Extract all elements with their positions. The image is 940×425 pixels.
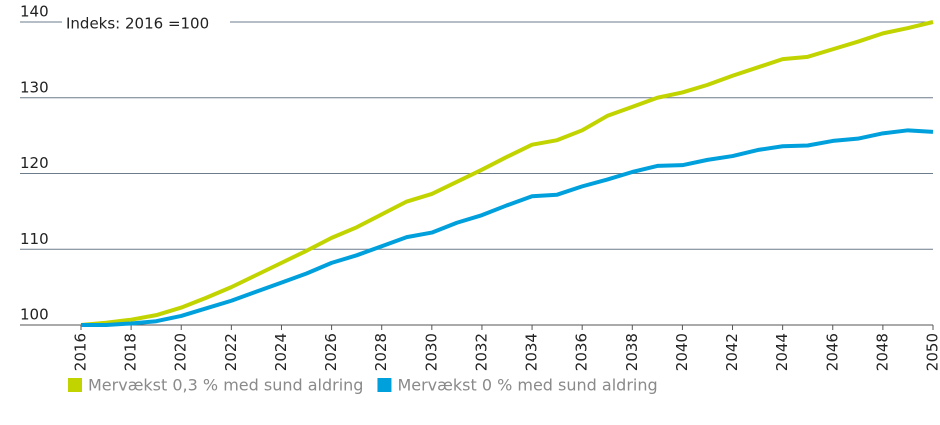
x-tick-label: 2018: [122, 333, 140, 371]
y-tick-label: 110: [20, 230, 49, 248]
x-tick-label: 2020: [172, 333, 190, 371]
x-tick-label: 2046: [823, 333, 841, 371]
x-tick-label: 2036: [573, 333, 591, 371]
legend-label: Mervækst 0 % med sund aldring: [397, 376, 657, 395]
x-tick-label: 2032: [472, 333, 490, 371]
x-tick-label: 2022: [222, 333, 240, 371]
y-tick-label: 120: [20, 154, 49, 172]
y-tick-label: 140: [20, 3, 49, 21]
x-tick-label: 2040: [673, 333, 691, 371]
legend-label: Mervækst 0,3 % med sund aldring: [88, 376, 363, 395]
x-tick-label: 2042: [723, 333, 741, 371]
x-tick-label: 2024: [272, 333, 290, 371]
x-tick-label: 2026: [322, 333, 340, 371]
legend-swatch: [68, 378, 82, 392]
x-tick-label: 2038: [623, 333, 641, 371]
annotation: Indeks: 2016 =100: [66, 15, 209, 33]
y-tick-label: 100: [20, 306, 49, 324]
x-tick-label: 2028: [372, 333, 390, 371]
x-tick-label: 2016: [72, 333, 90, 371]
x-tick-label: 2034: [523, 333, 541, 371]
legend-swatch: [377, 378, 391, 392]
x-tick-label: 2044: [773, 333, 791, 371]
x-tick-label: 2030: [422, 333, 440, 371]
x-tick-label: 2048: [873, 333, 891, 371]
x-tick-label: 2050: [924, 333, 940, 371]
y-tick-label: 130: [20, 78, 49, 96]
